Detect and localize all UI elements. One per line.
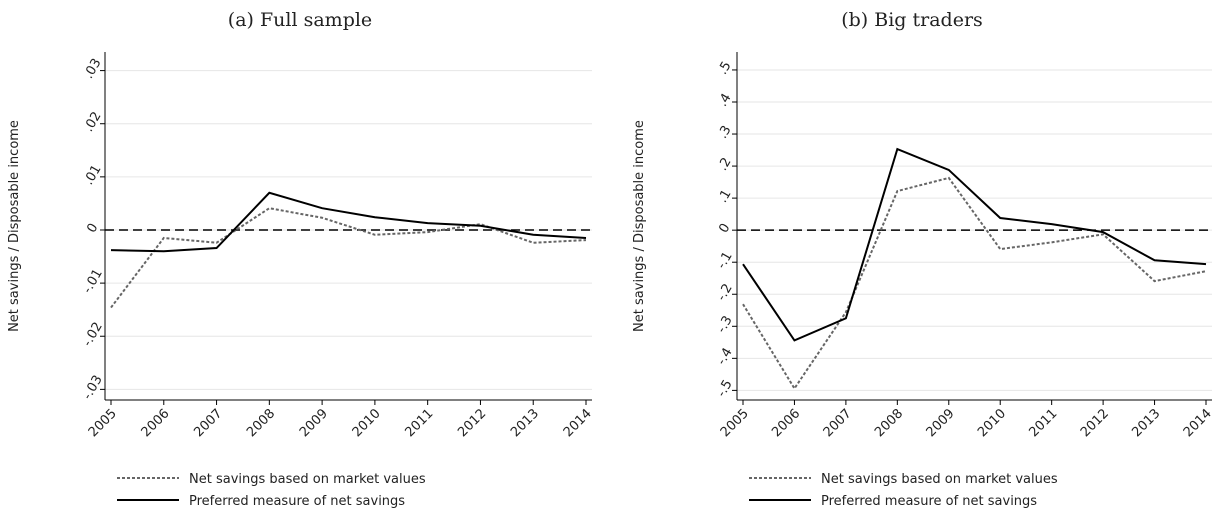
chart-title: (b) Big traders — [841, 9, 983, 31]
x-tick-label: 2005 — [86, 406, 120, 440]
x-tick-label: 2013 — [1129, 406, 1163, 440]
x-tick-label: 2007 — [191, 406, 225, 440]
series-line — [110, 207, 587, 309]
x-tick-label: 2008 — [244, 406, 278, 440]
y-tick-label: .1 — [715, 187, 734, 205]
y-tick-label: .3 — [715, 123, 734, 141]
x-tick-label: 2008 — [872, 406, 906, 440]
x-tick-label: 2006 — [139, 406, 173, 440]
chart-title: (a) Full sample — [228, 9, 372, 31]
y-tick-label: .03 — [81, 56, 104, 81]
y-tick-label: -.2 — [714, 281, 736, 303]
legend-label: Net savings based on market values — [189, 472, 426, 487]
series-line — [110, 191, 587, 253]
y-tick-label: .2 — [715, 155, 734, 173]
y-tick-label: -.4 — [714, 345, 736, 367]
y-tick-label: -.1 — [714, 249, 736, 271]
x-tick-label: 2014 — [1181, 406, 1215, 440]
y-tick-label: -.5 — [714, 377, 736, 399]
x-tick-label: 2009 — [924, 406, 958, 440]
x-tick-label: 2013 — [508, 406, 542, 440]
y-tick-label: 0 — [84, 221, 101, 236]
y-tick-label: 0 — [716, 221, 733, 236]
x-tick-label: 2011 — [402, 406, 436, 440]
y-tick-label: -.02 — [80, 320, 106, 349]
series-line — [742, 176, 1207, 391]
y-tick-label: -.03 — [80, 373, 106, 402]
x-tick-label: 2010 — [350, 406, 384, 440]
x-tick-label: 2009 — [297, 406, 331, 440]
legend-label: Preferred measure of net savings — [821, 494, 1037, 509]
y-tick-label: .01 — [81, 162, 104, 187]
y-axis-label: Net savings / Disposable income — [7, 120, 22, 332]
y-tick-label: .4 — [715, 91, 734, 109]
x-tick-label: 2014 — [561, 406, 595, 440]
x-tick-label: 2006 — [769, 406, 803, 440]
x-tick-label: 2007 — [821, 406, 855, 440]
x-tick-label: 2010 — [975, 406, 1009, 440]
series-line — [742, 147, 1207, 342]
x-tick-label: 2012 — [1078, 406, 1112, 440]
legend-label: Net savings based on market values — [821, 472, 1058, 487]
y-tick-label: -.01 — [80, 267, 106, 296]
x-tick-label: 2011 — [1026, 406, 1060, 440]
y-tick-label: -.3 — [714, 313, 736, 335]
legend-label: Preferred measure of net savings — [189, 494, 405, 509]
y-axis-label: Net savings / Disposable income — [632, 120, 647, 332]
y-tick-label: .5 — [715, 59, 734, 77]
y-tick-label: .02 — [81, 109, 104, 134]
x-tick-label: 2005 — [718, 406, 752, 440]
x-tick-label: 2012 — [455, 406, 489, 440]
